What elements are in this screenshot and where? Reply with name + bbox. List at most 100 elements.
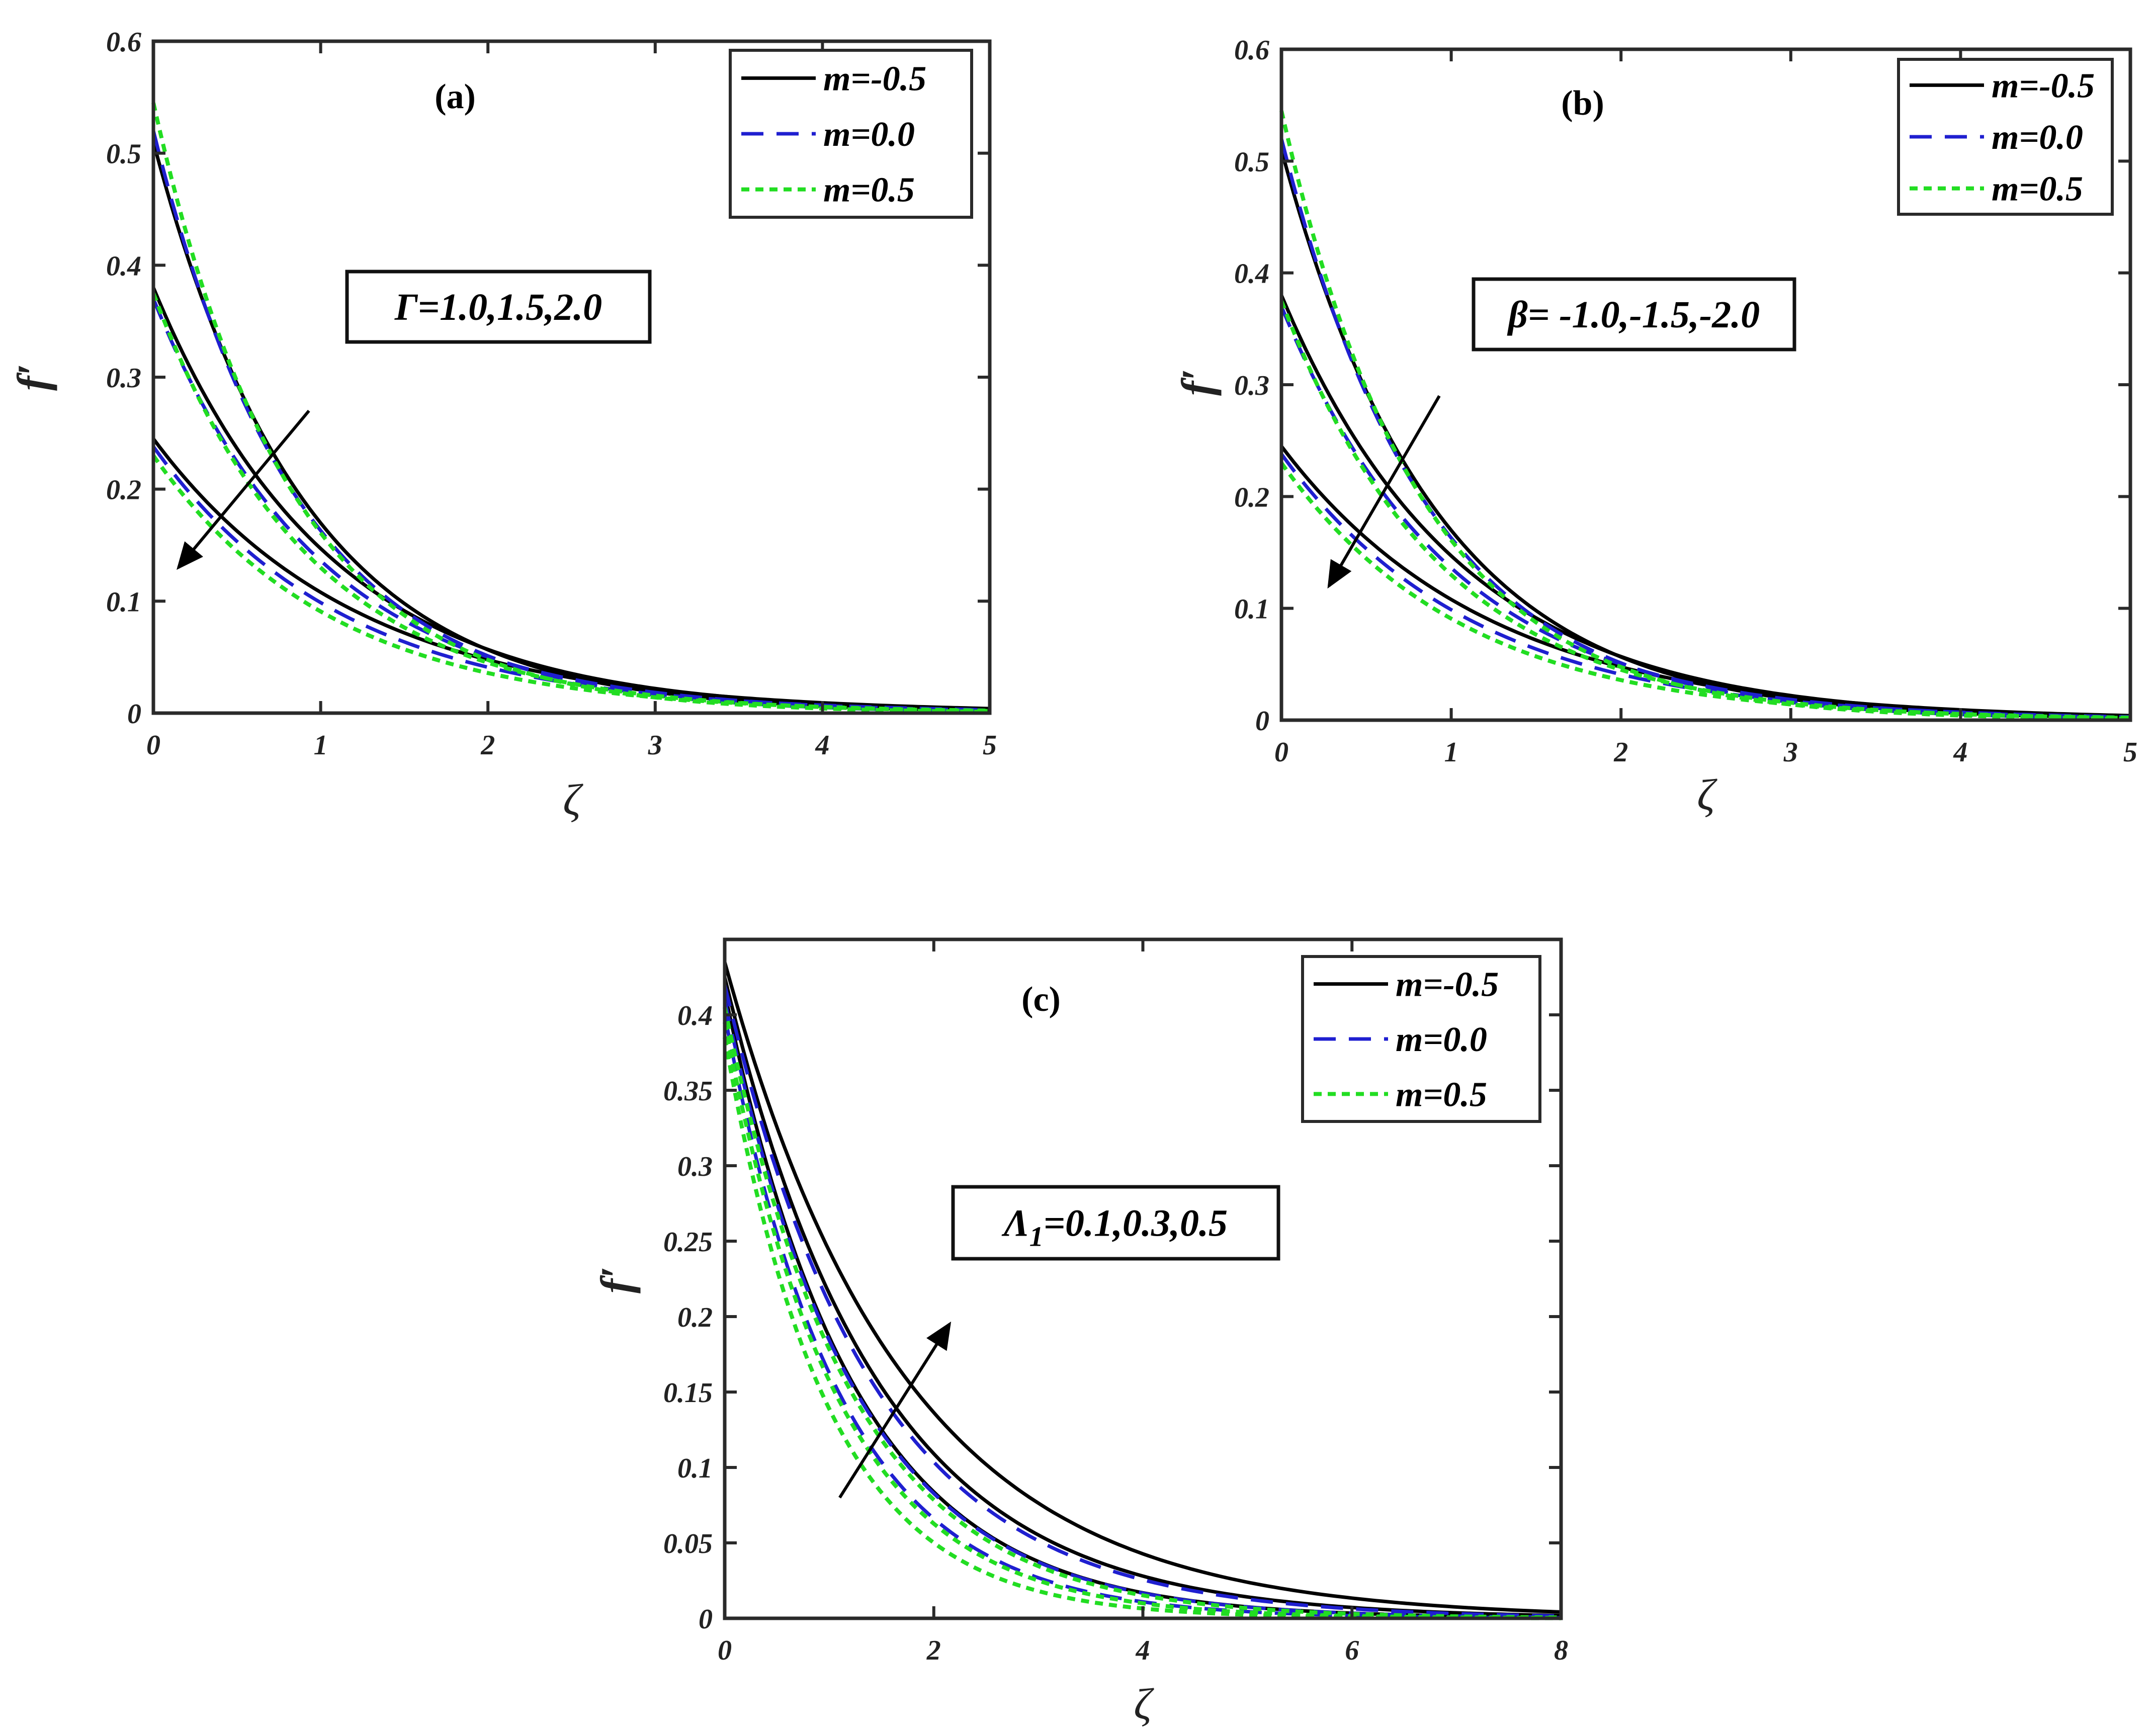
series-line-a-m-zero-3 bbox=[152, 446, 990, 712]
y-axis-label-a: f′ bbox=[9, 364, 58, 391]
y-tick-label-b-6: 0.6 bbox=[1234, 35, 1269, 66]
y-tick-label-a-6: 0.6 bbox=[106, 27, 141, 58]
legend-label-b-m-neg: m=-0.5 bbox=[1992, 66, 2095, 105]
chart-panel-b: 0 1 2 3 4 5 0 0.1 0.2 0.3 0.4 0.5 0.6 f′ ζ (b) m=-0.… bbox=[1173, 35, 2137, 820]
y-tick-label-b-1: 0.1 bbox=[1234, 594, 1269, 625]
x-tick-label-c-1: 2 bbox=[926, 1635, 941, 1666]
y-tick-label-a-1: 0.1 bbox=[106, 586, 141, 618]
y-tick-label-b-4: 0.4 bbox=[1234, 258, 1269, 290]
y-tick-label-b-0: 0 bbox=[1255, 706, 1269, 737]
ticks-c: 0 2 4 6 8 0 0.05 0.1 0.15 0.2 0.25 0.3 0.35 0.4 bbox=[663, 939, 1568, 1666]
y-tick-label-c-6: 0.3 bbox=[677, 1151, 713, 1182]
x-tick-label-b-5: 5 bbox=[2123, 737, 2137, 768]
y-tick-label-c-4: 0.2 bbox=[677, 1302, 713, 1333]
ticks-a: 0 1 2 3 4 5 0 0.1 0.2 0.3 0.4 0.5 0.6 bbox=[106, 27, 997, 761]
y-tick-label-a-5: 0.5 bbox=[106, 139, 141, 170]
y-tick-label-b-2: 0.2 bbox=[1234, 482, 1269, 513]
series-line-a-m-pos-3 bbox=[151, 454, 990, 713]
legend-label-a-m-zero: m=0.0 bbox=[823, 115, 915, 154]
legend-b: m=-0.5 m=0.0 m=0.5 bbox=[1897, 58, 2114, 216]
x-tick-label-b-4: 4 bbox=[1953, 737, 1967, 768]
legend-label-b-m-pos: m=0.5 bbox=[1992, 170, 2083, 209]
x-tick-label-b-1: 1 bbox=[1444, 737, 1458, 768]
parameter-box-c bbox=[951, 1185, 1280, 1261]
y-tick-label-c-8: 0.4 bbox=[677, 1000, 713, 1031]
y-tick-label-a-4: 0.4 bbox=[106, 250, 141, 282]
series-line-c-m-pos-1 bbox=[723, 1007, 1562, 1620]
x-tick-label-a-4: 4 bbox=[815, 730, 829, 761]
y-tick-label-c-3: 0.15 bbox=[663, 1377, 713, 1409]
x-tick-label-b-2: 2 bbox=[1613, 737, 1628, 768]
chart-panel-c: 0 2 4 6 800.050.10.150.20.250.30.350.4 f′ ζ … bbox=[592, 937, 1568, 1729]
x-tick-label-a-3: 3 bbox=[648, 730, 662, 761]
series-line-a-m-neg-1 bbox=[151, 141, 990, 713]
y-tick-label-c-7: 0.35 bbox=[663, 1076, 713, 1107]
x-tick-label-a-5: 5 bbox=[983, 730, 997, 761]
x-tick-label-b-3: 3 bbox=[1783, 737, 1798, 768]
y-tick-label-c-2: 0.1 bbox=[677, 1453, 713, 1484]
y-tick-label-c-5: 0.25 bbox=[663, 1227, 713, 1258]
chart-panel-a: 0 1 2 3 4 5 0 0.1 0.2 0.3 0.4 0.5 0.6 f′ ζ (a) m=-0.… bbox=[9, 27, 997, 825]
y-tick-label-c-0: 0 bbox=[699, 1604, 713, 1635]
y-tick-label-b-5: 0.5 bbox=[1234, 146, 1269, 178]
panel-tag-a: (a) bbox=[435, 77, 476, 116]
y-tick-label-b-3: 0.3 bbox=[1234, 370, 1269, 401]
series-line-a-m-neg-2 bbox=[151, 287, 990, 712]
series-line-c-m-neg-2 bbox=[723, 977, 1562, 1617]
series-line-b-m-pos-2 bbox=[1279, 300, 2131, 720]
x-tick-label-b-0: 0 bbox=[1274, 737, 1288, 768]
series-line-a-m-neg-3 bbox=[152, 438, 990, 711]
x-axis-label-b: ζ bbox=[1697, 771, 1717, 820]
y-axis-label-b: f′ bbox=[1173, 369, 1222, 396]
y-tick-label-a-3: 0.3 bbox=[106, 363, 141, 394]
trend-arrow-c bbox=[838, 1321, 952, 1499]
legend-label-c-m-neg: m=-0.5 bbox=[1396, 966, 1499, 1004]
legend-label-a-m-neg: m=-0.5 bbox=[823, 59, 926, 98]
series-line-c-m-pos-3 bbox=[723, 1037, 1561, 1620]
x-axis-label-a: ζ bbox=[563, 776, 583, 825]
series-line-c-m-neg-1 bbox=[723, 962, 1562, 1614]
series-line-b-m-neg-1 bbox=[1279, 149, 2131, 720]
x-axis-label-c: ζ bbox=[1134, 1680, 1154, 1729]
curves-b bbox=[1279, 110, 2131, 721]
parameter-text-c: Λ1=0.1,0.3,0.5 bbox=[1001, 1202, 1228, 1253]
parameter-box-b bbox=[1472, 277, 1796, 352]
legend-c: m=-0.5 m=0.0 m=0.5 bbox=[1301, 955, 1541, 1123]
series-line-b-m-pos-3 bbox=[1279, 462, 2131, 720]
legend-label-c-m-pos: m=0.5 bbox=[1396, 1075, 1487, 1114]
x-tick-label-c-3: 6 bbox=[1345, 1635, 1359, 1666]
legend-a: m=-0.5 m=0.0 m=0.5 bbox=[729, 49, 973, 219]
parameter-subscript-c: 1 bbox=[1029, 1222, 1044, 1253]
parameter-values-c: =0.1,0.3,0.5 bbox=[1044, 1202, 1228, 1245]
parameter-box-a bbox=[345, 270, 652, 344]
x-tick-label-a-0: 0 bbox=[146, 730, 160, 761]
y-tick-label-a-2: 0.2 bbox=[106, 475, 141, 506]
parameter-annotation-b: β= -1.0,-1.5,-2.0 bbox=[1472, 277, 1796, 352]
y-tick-label-c-1: 0.05 bbox=[663, 1528, 713, 1559]
x-tick-label-c-2: 4 bbox=[1136, 1635, 1150, 1666]
ticks-b: 0 1 2 3 4 5 0 0.1 0.2 0.3 0.4 0.5 0.6 bbox=[1234, 35, 2137, 768]
panel-tag-b: (b) bbox=[1561, 84, 1604, 123]
legend-label-b-m-zero: m=0.0 bbox=[1992, 118, 2083, 157]
series-line-a-m-pos-1 bbox=[151, 102, 990, 714]
trend-arrow-a bbox=[177, 409, 310, 570]
legend-label-c-m-zero: m=0.0 bbox=[1396, 1020, 1487, 1059]
x-tick-label-c-4: 8 bbox=[1554, 1635, 1568, 1666]
series-line-b-m-zero-1 bbox=[1279, 138, 2131, 720]
parameter-symbol-c: Λ bbox=[1001, 1202, 1029, 1245]
x-tick-label-c-0: 0 bbox=[718, 1635, 732, 1666]
y-tick-label-a-0: 0 bbox=[127, 699, 141, 730]
series-line-b-m-neg-2 bbox=[1279, 294, 2131, 719]
parameter-text-a: Γ=1.0,1.5,2.0 bbox=[394, 286, 602, 328]
y-axis-label-c: f′ bbox=[592, 1266, 641, 1293]
parameter-annotation-a: Γ=1.0,1.5,2.0 bbox=[345, 270, 652, 344]
parameter-annotation-c: Λ1=0.1,0.3,0.5 bbox=[951, 1185, 1280, 1261]
curves-a bbox=[151, 102, 990, 714]
panel-tag-c: (c) bbox=[1021, 980, 1061, 1019]
trend-arrow-b bbox=[1327, 395, 1441, 589]
x-tick-label-a-1: 1 bbox=[314, 730, 328, 761]
x-tick-label-a-2: 2 bbox=[480, 730, 495, 761]
series-line-b-m-zero-3 bbox=[1280, 453, 2131, 719]
parameter-text-b: β= -1.0,-1.5,-2.0 bbox=[1507, 294, 1760, 336]
